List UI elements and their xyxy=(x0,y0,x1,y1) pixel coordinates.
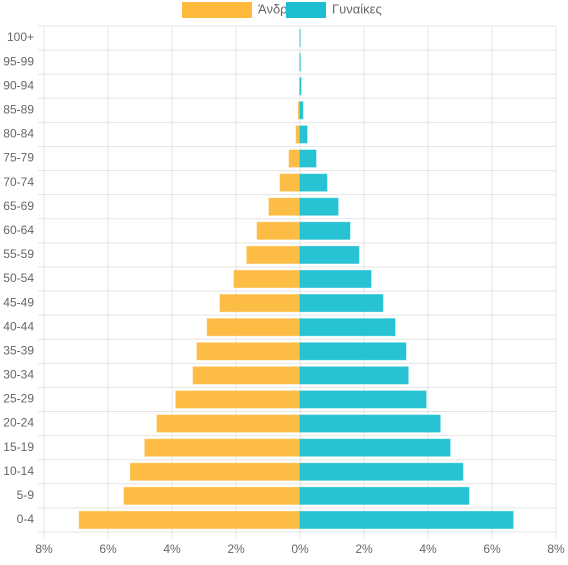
x-tick-label: 6% xyxy=(483,542,501,556)
bar xyxy=(144,438,301,457)
y-tick-label: 10-14 xyxy=(3,464,34,478)
bar xyxy=(78,510,301,529)
bar xyxy=(233,270,301,288)
bar xyxy=(299,270,372,288)
y-tick-label: 35-39 xyxy=(3,343,34,357)
x-tick-label: 4% xyxy=(419,542,437,556)
y-tick-label: 15-19 xyxy=(3,440,34,454)
x-tick-label: 2% xyxy=(355,542,373,556)
bar xyxy=(129,462,301,481)
y-tick-label: 25-29 xyxy=(3,392,34,406)
bar xyxy=(299,462,464,481)
bar xyxy=(299,221,351,240)
y-tick-label: 65-69 xyxy=(3,199,34,213)
legend-swatch xyxy=(286,2,326,18)
legend-label: Γυναίκες xyxy=(332,1,382,16)
y-tick-label: 50-54 xyxy=(3,271,34,285)
bar xyxy=(299,294,384,313)
x-tick-label: 0% xyxy=(291,542,309,556)
bar xyxy=(268,197,301,216)
y-tick-label: 60-64 xyxy=(3,223,34,237)
x-tick-label: 6% xyxy=(99,542,117,556)
y-tick-label: 45-49 xyxy=(3,295,34,309)
bar xyxy=(299,414,441,433)
y-tick-label: 80-84 xyxy=(3,127,34,141)
bar xyxy=(246,245,301,264)
x-tick-label: 4% xyxy=(163,542,181,556)
legend-swatch xyxy=(182,2,252,18)
bar xyxy=(156,414,301,433)
bar xyxy=(295,125,301,144)
bar xyxy=(299,342,407,361)
bar xyxy=(299,125,308,144)
y-tick-label: 85-89 xyxy=(3,103,34,117)
bar xyxy=(299,318,396,337)
y-tick-label: 0-4 xyxy=(17,512,35,526)
bar xyxy=(206,318,301,337)
bar xyxy=(299,486,470,505)
bar xyxy=(175,390,301,409)
bar xyxy=(299,197,339,216)
bar xyxy=(196,342,301,361)
bar xyxy=(299,438,451,457)
bar xyxy=(299,149,317,168)
bar xyxy=(299,390,427,409)
y-tick-label: 30-34 xyxy=(3,368,34,382)
bar xyxy=(192,366,301,385)
bar xyxy=(288,149,301,168)
bar xyxy=(299,510,514,529)
y-tick-label: 100+ xyxy=(7,30,34,44)
y-tick-label: 70-74 xyxy=(3,175,34,189)
bar xyxy=(256,221,301,240)
bar xyxy=(219,294,301,313)
bar xyxy=(299,77,302,96)
y-tick-label: 5-9 xyxy=(17,488,35,502)
y-tick-label: 75-79 xyxy=(3,151,34,165)
bar xyxy=(279,173,301,192)
y-tick-label: 95-99 xyxy=(3,54,34,68)
bar xyxy=(299,366,409,385)
x-tick-label: 2% xyxy=(227,542,245,556)
bar xyxy=(123,486,301,505)
x-tick-label: 8% xyxy=(35,542,53,556)
y-tick-label: 55-59 xyxy=(3,247,34,261)
y-tick-label: 90-94 xyxy=(3,78,34,92)
x-tick-label: 8% xyxy=(547,542,565,556)
bar xyxy=(299,245,360,264)
y-tick-label: 40-44 xyxy=(3,319,34,333)
bar xyxy=(299,101,304,120)
y-tick-label: 20-24 xyxy=(3,416,34,430)
legend: Άνδρες Γυναίκες xyxy=(182,1,382,18)
bar xyxy=(299,173,328,192)
